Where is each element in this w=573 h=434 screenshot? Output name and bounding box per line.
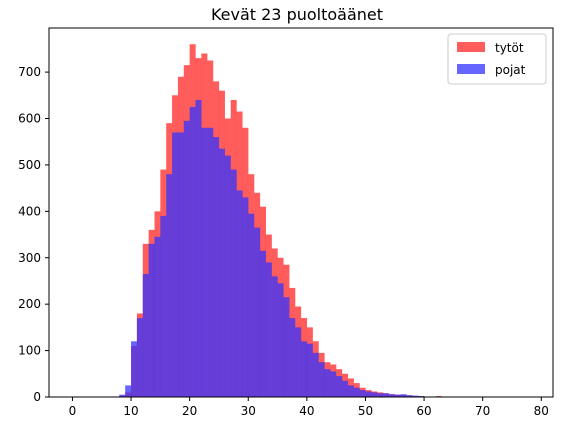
x-tick-label: 70	[475, 404, 490, 418]
bar	[354, 388, 360, 397]
y-tick-label: 0	[33, 390, 41, 404]
bar	[225, 156, 231, 397]
bar	[131, 341, 137, 397]
bar	[371, 392, 377, 397]
x-tick-label: 20	[182, 404, 197, 418]
bar	[242, 197, 248, 397]
legend: tytöt pojat	[448, 34, 546, 84]
bar	[178, 132, 184, 397]
bar	[283, 297, 289, 397]
bar	[231, 170, 237, 397]
bar	[137, 318, 143, 397]
bar	[295, 327, 301, 397]
legend-label: pojat	[495, 63, 526, 77]
bar	[160, 216, 166, 397]
bar	[319, 362, 325, 397]
legend-label: tytöt	[495, 41, 524, 55]
x-tick-label: 80	[534, 404, 549, 418]
bar	[348, 385, 354, 397]
bar	[248, 214, 254, 397]
bar	[254, 228, 260, 397]
bar	[313, 353, 319, 397]
legend-swatch	[457, 42, 485, 52]
bar	[324, 369, 330, 397]
bar	[166, 174, 172, 397]
bar	[149, 244, 155, 397]
y-tick-label: 500	[18, 158, 41, 172]
y-tick-label: 100	[18, 344, 41, 358]
bar	[307, 344, 313, 397]
y-tick-label: 600	[18, 112, 41, 126]
y-tick-label: 200	[18, 297, 41, 311]
bar	[278, 283, 284, 397]
bar	[213, 137, 219, 397]
y-tick-label: 400	[18, 204, 41, 218]
bar	[237, 190, 243, 397]
bar	[201, 128, 207, 397]
bar	[360, 390, 366, 397]
bar	[154, 237, 160, 397]
bar	[184, 121, 190, 397]
bar	[301, 341, 307, 397]
bar	[377, 393, 383, 397]
bar	[266, 262, 272, 397]
x-tick-label: 10	[123, 404, 138, 418]
legend-swatch	[457, 64, 485, 74]
x-tick-label: 40	[299, 404, 314, 418]
bar	[342, 381, 348, 397]
bar	[260, 251, 266, 397]
bar	[125, 385, 131, 397]
bar	[365, 391, 371, 397]
bar	[207, 128, 213, 397]
bar	[172, 132, 178, 397]
bar	[336, 376, 342, 397]
chart-title: Kevät 23 puoltoäänet	[211, 5, 383, 24]
bar	[383, 393, 389, 397]
bar	[196, 100, 202, 397]
bar	[330, 371, 336, 397]
bar	[219, 149, 225, 397]
x-tick-label: 30	[241, 404, 256, 418]
x-tick-label: 50	[358, 404, 373, 418]
bar	[272, 276, 278, 397]
bar	[289, 318, 295, 397]
x-tick-label: 60	[416, 404, 431, 418]
y-tick-label: 300	[18, 251, 41, 265]
y-tick-label: 700	[18, 65, 41, 79]
bar	[190, 107, 196, 397]
bar	[143, 274, 149, 397]
x-tick-label: 0	[69, 404, 77, 418]
